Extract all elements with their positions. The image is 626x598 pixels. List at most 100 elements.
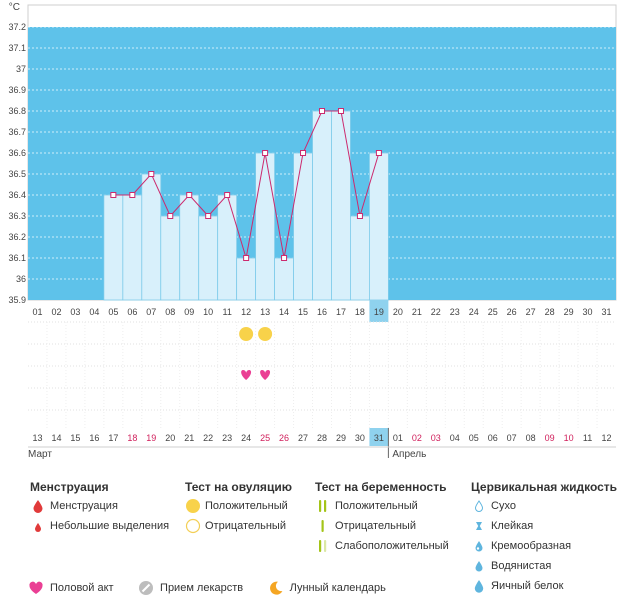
y-tick-label: 36.2	[8, 232, 26, 242]
date-label: 17	[108, 433, 118, 443]
temperature-bar	[312, 110, 332, 301]
date-label: 16	[89, 433, 99, 443]
date-label: 22	[203, 433, 213, 443]
date-label: 29	[336, 433, 346, 443]
blood-drop-icon	[33, 500, 43, 513]
x-tick-label: 20	[393, 307, 403, 317]
month-label: Март	[28, 449, 52, 460]
temperature-point	[375, 150, 382, 156]
temperature-bar	[293, 152, 313, 301]
temperature-point	[337, 108, 344, 114]
x-tick-label: 24	[469, 307, 479, 317]
ovulation-positive-marker	[258, 327, 273, 341]
heart-icon	[29, 581, 43, 594]
date-label: 24	[241, 433, 251, 443]
sticky-icon	[476, 522, 482, 530]
temperature-bar	[122, 194, 143, 301]
y-tick-label: 36.9	[8, 85, 26, 95]
date-label: 14	[51, 433, 61, 443]
day-highlight	[369, 300, 389, 322]
date-label: 19	[146, 433, 156, 443]
date-label: 11	[583, 433, 592, 443]
date-label: 06	[488, 433, 498, 443]
legend-ovulation-test: Тест на овуляцию Положительный Отрицател…	[185, 478, 292, 536]
month-label: Апрель	[392, 449, 426, 460]
x-tick-label: 13	[260, 307, 270, 317]
legend-item-ovulation-negative: Отрицательный	[185, 516, 292, 536]
date-label: 03	[431, 433, 441, 443]
x-tick-label: 21	[412, 307, 422, 317]
temperature-bar	[160, 215, 181, 301]
x-tick-label: 07	[146, 307, 156, 317]
x-tick-label: 22	[431, 307, 441, 317]
temperature-chart: 35.9 36 36.1 36.2 36.3 36.4 36.5 36.6 36.7 36.8 36…	[8, 2, 617, 460]
temperature-bar	[179, 194, 200, 301]
one-line-icon	[321, 520, 324, 532]
legend-item-lunar: Лунный календарь	[268, 578, 386, 598]
x-tick-label: 25	[488, 307, 498, 317]
legend-ovulation-title: Тест на овуляцию	[185, 480, 292, 494]
x-tick-label: 12	[241, 307, 251, 317]
legend-item-dry: Сухо	[471, 496, 617, 516]
legend-item-intercourse: Половой акт	[28, 578, 114, 598]
x-tick-label: 15	[298, 307, 308, 317]
date-label: 08	[526, 433, 536, 443]
temperature-bar	[331, 110, 351, 301]
temperature-point	[262, 150, 269, 156]
temperature-point	[224, 192, 231, 198]
dry-drop-icon	[474, 500, 484, 512]
y-tick-label: 36.3	[8, 211, 26, 221]
temperature-point	[167, 213, 174, 219]
date-label: 23	[222, 433, 232, 443]
temperature-point	[148, 171, 155, 177]
temperature-bar	[236, 257, 257, 301]
legend-cervical-title: Цервикальная жидкость	[471, 480, 618, 494]
legend-label: Положительный	[335, 500, 418, 512]
temperature-point	[129, 192, 136, 198]
temperature-bar	[103, 194, 124, 301]
temperature-bar	[274, 257, 294, 301]
legend-item-pregnancy-positive: Положительный	[315, 496, 449, 516]
date-label: 01	[393, 433, 403, 443]
legend-label: Менструация	[50, 500, 118, 512]
date-label: 10	[564, 433, 574, 443]
x-tick-label: 19	[374, 307, 384, 317]
temperature-point	[319, 108, 325, 114]
date-label: 07	[507, 433, 517, 443]
legend-item-pregnancy-negative: Отрицательный	[315, 516, 449, 536]
x-tick-label: 28	[545, 307, 555, 317]
x-tick-label: 10	[203, 307, 213, 317]
y-tick-label: 36.8	[8, 106, 26, 116]
y-tick-label: 36.6	[8, 148, 26, 158]
date-label: 02	[412, 433, 422, 443]
legend-item-medication: Прием лекарств	[138, 578, 243, 598]
small-drop-icon	[35, 523, 41, 532]
y-tick-label: 36.5	[8, 169, 26, 179]
legend-cervical-fluid: Цервикальная жидкость Сухо Клейкая Кремо…	[471, 478, 617, 596]
y-unit-label: °C	[9, 2, 20, 13]
temperature-point	[300, 150, 307, 156]
legend-menstruation: Менструация Менструация Небольшие выделе…	[30, 478, 169, 536]
legend-bottom-row: Половой акт Прием лекарств Лунный календ…	[28, 578, 406, 598]
temperature-bar	[217, 194, 238, 301]
outline-circle-icon	[185, 518, 201, 534]
legend-label: Клейкая	[491, 520, 534, 532]
legend-item-ovulation-positive: Положительный	[185, 496, 292, 516]
x-tick-label: 29	[564, 307, 574, 317]
temperature-point	[243, 255, 250, 261]
temperature-bar	[255, 152, 275, 301]
temperature-point	[186, 192, 193, 198]
legend-menstruation-title: Менструация	[30, 480, 109, 494]
x-tick-label: 09	[184, 307, 194, 317]
x-tick-label: 08	[165, 307, 175, 317]
date-label: 09	[545, 433, 555, 443]
y-tick-label: 37.1	[8, 43, 26, 53]
legend-pregnancy-test: Тест на беременность Положительный Отриц…	[315, 478, 449, 556]
legend-label: Положительный	[205, 500, 288, 512]
filled-circle-icon	[186, 499, 200, 513]
x-tick-label: 14	[279, 307, 289, 317]
date-label: 04	[450, 433, 460, 443]
legend-label: Водянистая	[491, 560, 552, 572]
legend-label: Лунный календарь	[289, 582, 386, 594]
creamy-drop-icon	[475, 541, 483, 552]
